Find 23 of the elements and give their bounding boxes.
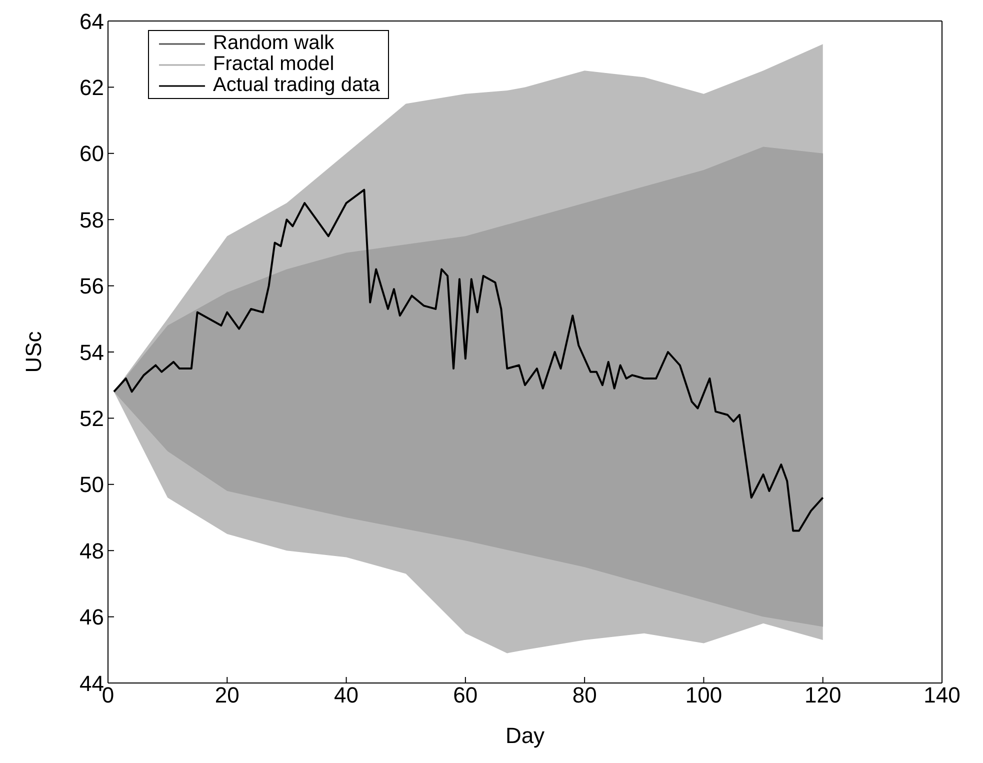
legend-label: Actual trading data xyxy=(213,74,380,96)
y-tick-label: 54 xyxy=(80,340,104,365)
y-tick-label: 44 xyxy=(80,670,104,696)
x-tick-label: 120 xyxy=(804,682,842,708)
x-tick-label: 20 xyxy=(214,682,240,708)
x-tick-label: 100 xyxy=(685,682,722,708)
y-tick-label: 64 xyxy=(80,8,104,34)
y-axis-title: USc xyxy=(20,331,46,373)
x-tick-label: 40 xyxy=(334,682,359,708)
y-tick-label: 58 xyxy=(80,207,104,232)
y-tick-label: 46 xyxy=(80,604,104,630)
y-tick-label: 52 xyxy=(80,406,104,432)
x-axis-title: Day xyxy=(505,723,545,748)
legend-label: Fractal model xyxy=(213,53,334,75)
y-tick-label: 50 xyxy=(80,472,104,498)
y-tick-label: 60 xyxy=(80,141,104,166)
x-tick-label: 60 xyxy=(453,682,478,708)
y-tick-label: 48 xyxy=(80,538,104,564)
y-tick-label: 62 xyxy=(80,75,104,100)
x-tick-label: 140 xyxy=(924,682,960,708)
y-tick-label: 56 xyxy=(80,274,104,299)
x-tick-label: 80 xyxy=(572,682,597,708)
legend-label: Random walk xyxy=(213,32,334,54)
